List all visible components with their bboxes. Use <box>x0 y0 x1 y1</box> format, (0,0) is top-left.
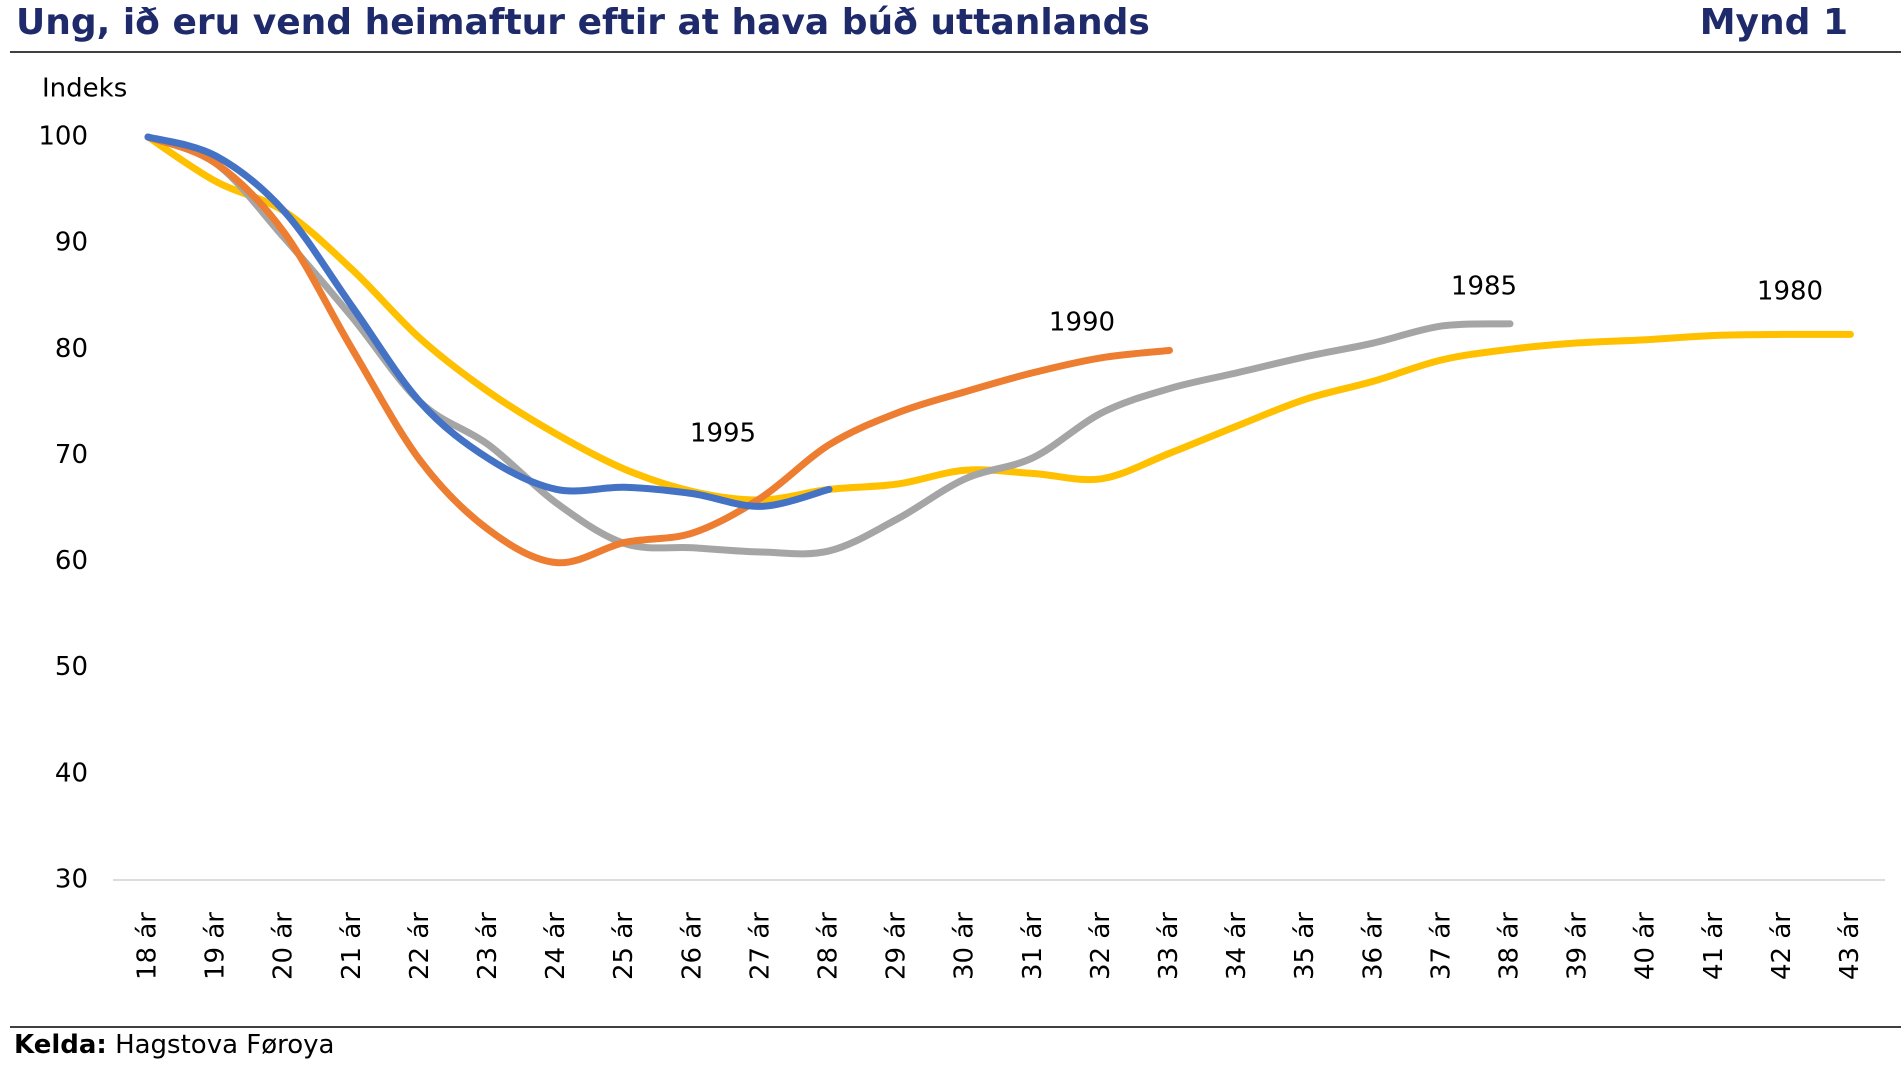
x-tick-label: 39 ár <box>1563 912 1593 980</box>
y-tick-label: 50 <box>55 652 88 682</box>
figure-label: Mynd 1 <box>1700 2 1848 43</box>
y-tick-label: 80 <box>55 334 88 364</box>
x-tick-label: 27 ár <box>745 912 775 980</box>
x-tick-label: 35 ár <box>1290 912 1320 980</box>
source-label: Kelda: <box>14 1030 107 1060</box>
x-tick-label: 37 ár <box>1426 912 1456 980</box>
x-tick-label: 41 ár <box>1699 912 1729 980</box>
chart-title: Ung, ið eru vend heimaftur eftir at hava… <box>16 2 1150 43</box>
series-line <box>144 133 1173 567</box>
x-tick-label: 43 ár <box>1835 912 1865 980</box>
x-tick-label: 33 ár <box>1154 912 1184 980</box>
series-label: 1980 <box>1757 277 1823 307</box>
x-tick-label: 30 ár <box>950 912 980 980</box>
x-tick-label: 20 ár <box>269 912 299 980</box>
y-tick-label: 70 <box>55 440 88 470</box>
series-label: 1990 <box>1049 308 1115 338</box>
y-tick-label: 40 <box>55 758 88 788</box>
x-tick-label: 40 ár <box>1631 912 1661 980</box>
y-tick-label: 60 <box>55 546 88 576</box>
x-tick-label: 24 ár <box>541 912 571 980</box>
series-label: 1995 <box>690 419 756 449</box>
series-label: 1985 <box>1451 272 1517 302</box>
x-tick-label: 23 ár <box>473 912 503 980</box>
y-tick-label: 100 <box>38 122 88 152</box>
series-line <box>144 133 833 510</box>
x-tick-label: 26 ár <box>677 912 707 980</box>
series-line <box>144 133 1514 558</box>
source: Kelda: Hagstova Føroya <box>14 1030 335 1060</box>
x-tick-label: 25 ár <box>609 912 639 980</box>
x-tick-label: 42 ár <box>1767 912 1797 980</box>
x-tick-label: 22 ár <box>405 912 435 980</box>
y-tick-label: 90 <box>55 228 88 258</box>
x-tick-label: 36 ár <box>1358 912 1388 980</box>
source-text: Hagstova Føroya <box>115 1030 334 1060</box>
x-tick-label: 18 ár <box>133 912 163 980</box>
x-tick-label: 28 ár <box>814 912 844 980</box>
x-tick-label: 21 ár <box>337 912 367 980</box>
y-axis-label: Indeks <box>42 74 127 104</box>
x-tick-label: 32 ár <box>1086 912 1116 980</box>
x-tick-label: 38 ár <box>1495 912 1525 980</box>
x-tick-label: 34 ár <box>1222 912 1252 980</box>
y-tick-label: 30 <box>55 865 88 895</box>
series-line <box>144 133 1854 504</box>
x-tick-label: 19 ár <box>201 912 231 980</box>
x-tick-label: 31 ár <box>1018 912 1048 980</box>
x-tick-label: 29 ár <box>882 912 912 980</box>
